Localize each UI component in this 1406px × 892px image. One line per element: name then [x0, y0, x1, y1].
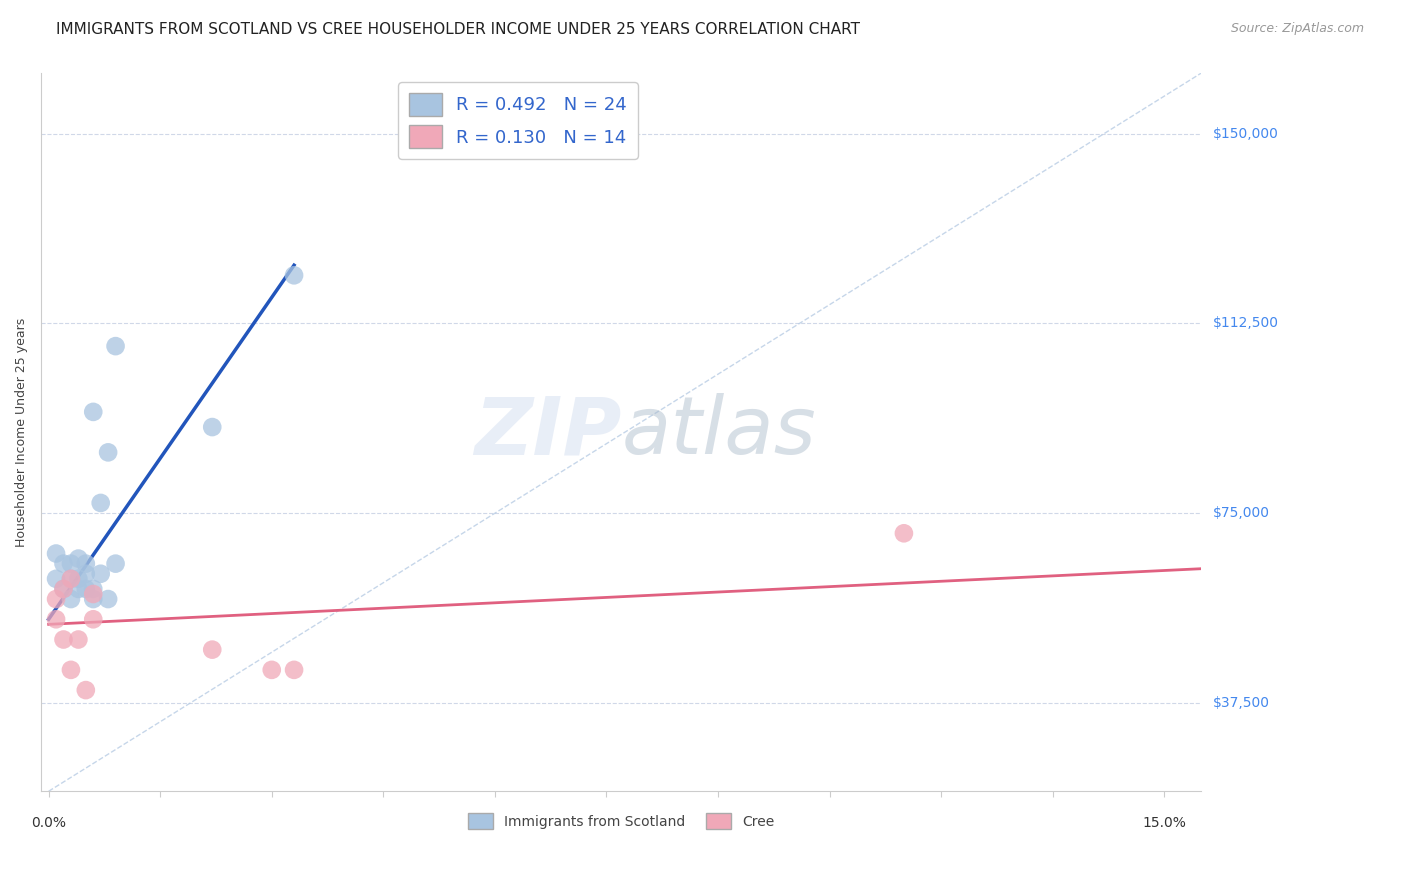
Point — [52, 632, 75, 647]
Point — [260, 663, 283, 677]
Point — [67, 572, 90, 586]
Point — [59, 557, 82, 571]
Point — [283, 663, 305, 677]
Point — [82, 582, 104, 596]
Point — [97, 445, 120, 459]
Point — [90, 496, 112, 510]
Point — [59, 592, 82, 607]
Point — [893, 526, 915, 541]
Point — [201, 642, 224, 657]
Text: Source: ZipAtlas.com: Source: ZipAtlas.com — [1230, 22, 1364, 36]
Legend: Immigrants from Scotland, Cree: Immigrants from Scotland, Cree — [463, 807, 780, 835]
Point — [45, 547, 67, 561]
Text: IMMIGRANTS FROM SCOTLAND VS CREE HOUSEHOLDER INCOME UNDER 25 YEARS CORRELATION C: IMMIGRANTS FROM SCOTLAND VS CREE HOUSEHO… — [56, 22, 860, 37]
Point — [97, 592, 120, 607]
Point — [82, 612, 104, 626]
Point — [75, 683, 97, 698]
Point — [82, 587, 104, 601]
Text: atlas: atlas — [621, 393, 815, 471]
Point — [52, 582, 75, 596]
Point — [59, 572, 82, 586]
Point — [201, 420, 224, 434]
Point — [45, 592, 67, 607]
Point — [104, 557, 127, 571]
Text: $75,000: $75,000 — [1212, 506, 1270, 520]
Point — [59, 572, 82, 586]
Text: 15.0%: 15.0% — [1142, 816, 1187, 830]
Point — [52, 557, 75, 571]
Point — [75, 557, 97, 571]
Point — [67, 582, 90, 596]
Point — [67, 632, 90, 647]
Point — [52, 582, 75, 596]
Point — [45, 612, 67, 626]
Point — [59, 663, 82, 677]
Text: ZIP: ZIP — [474, 393, 621, 471]
Point — [82, 592, 104, 607]
Y-axis label: Householder Income Under 25 years: Householder Income Under 25 years — [15, 318, 28, 547]
Text: $112,500: $112,500 — [1212, 317, 1278, 330]
Point — [75, 566, 97, 581]
Text: 0.0%: 0.0% — [31, 816, 66, 830]
Point — [283, 268, 305, 283]
Point — [45, 572, 67, 586]
Point — [75, 582, 97, 596]
Point — [90, 566, 112, 581]
Point — [104, 339, 127, 353]
Point — [67, 551, 90, 566]
Text: $37,500: $37,500 — [1212, 696, 1270, 710]
Point — [82, 405, 104, 419]
Text: $150,000: $150,000 — [1212, 127, 1278, 141]
